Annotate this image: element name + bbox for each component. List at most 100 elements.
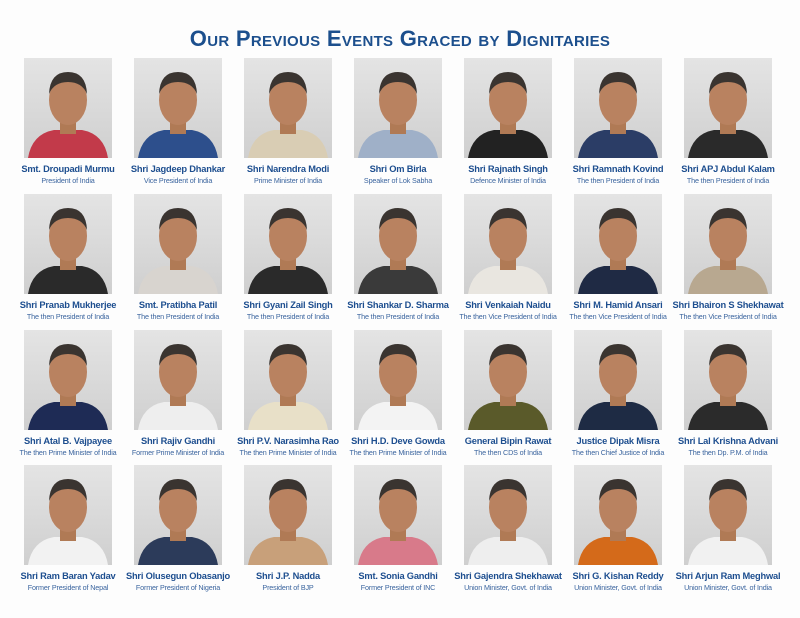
portrait-photo xyxy=(244,465,332,565)
dignitary-role: Former President of Nigeria xyxy=(135,583,221,592)
portrait-photo xyxy=(134,194,222,294)
dignitary-card: Shri H.D. Deve Gowda The then Prime Mini… xyxy=(343,330,453,465)
dignitary-role: The then Vice President of India xyxy=(569,312,667,321)
portrait-photo xyxy=(464,330,552,430)
dignitary-name: Smt. Pratibha Patil xyxy=(138,300,218,310)
dignitary-card: Shri Pranab Mukherjee The then President… xyxy=(13,194,123,330)
dignitary-card: Shri Shankar D. Sharma The then Presiden… xyxy=(343,194,453,330)
portrait-photo xyxy=(684,58,772,158)
dignitary-card: Shri Venkaiah Naidu The then Vice Presid… xyxy=(453,194,563,330)
portrait-photo xyxy=(684,330,772,430)
dignitary-card: Shri Arjun Ram Meghwal Union Minister, G… xyxy=(673,465,783,600)
dignitary-card: Shri Rajiv Gandhi Former Prime Minister … xyxy=(123,330,233,465)
dignitary-card: Shri Om Birla Speaker of Lok Sabha xyxy=(343,58,453,194)
dignitary-name: Shri Narendra Modi xyxy=(246,164,330,174)
dignitary-card: Shri Gajendra Shekhawat Union Minister, … xyxy=(453,465,563,600)
dignitary-name: Shri Rajnath Singh xyxy=(468,164,548,174)
dignitary-name: Shri P.V. Narasimha Rao xyxy=(237,436,339,446)
dignitary-name: Shri M. Hamid Ansari xyxy=(573,300,663,310)
portrait-photo xyxy=(464,465,552,565)
dignitary-card: Shri APJ Abdul Kalam The then President … xyxy=(673,58,783,194)
dignitary-role: The then Prime Minister of India xyxy=(349,448,447,457)
dignitary-name: Shri Jagdeep Dhankar xyxy=(130,164,226,174)
dignitary-role: Union Minister, Govt. of India xyxy=(684,583,772,592)
dignitary-role: President of BJP xyxy=(262,583,314,592)
portrait-photo xyxy=(134,58,222,158)
portrait-photo xyxy=(244,330,332,430)
page-title: Our Previous Events Graced by Dignitarie… xyxy=(189,26,611,51)
dignitary-role: Prime Minister of India xyxy=(253,176,323,185)
portrait-photo xyxy=(574,330,662,430)
portrait-photo xyxy=(684,194,772,294)
dignitary-name: Shri Lal Krishna Advani xyxy=(678,436,778,446)
portrait-photo xyxy=(684,465,772,565)
portrait-photo xyxy=(24,58,112,158)
dignitary-role: The then President of India xyxy=(356,312,440,321)
dignitary-role: The then President of India xyxy=(26,312,110,321)
portrait-photo xyxy=(574,194,662,294)
portrait-photo xyxy=(134,465,222,565)
dignitary-name: Shri J.P. Nadda xyxy=(256,571,320,581)
portrait-photo xyxy=(24,465,112,565)
portrait-photo xyxy=(574,58,662,158)
dignitary-card: Shri Jagdeep Dhankar Vice President of I… xyxy=(123,58,233,194)
dignitary-name: Shri Venkaiah Naidu xyxy=(465,300,551,310)
dignitary-card: Justice Dipak Misra The then Chief Justi… xyxy=(563,330,673,465)
portrait-photo xyxy=(354,194,442,294)
dignitary-role: President of India xyxy=(41,176,95,185)
dignitary-card: Shri M. Hamid Ansari The then Vice Presi… xyxy=(563,194,673,330)
portrait-photo xyxy=(244,194,332,294)
dignitary-role: Union Minister, Govt. of India xyxy=(574,583,662,592)
dignitary-card: Shri Narendra Modi Prime Minister of Ind… xyxy=(233,58,343,194)
portrait-photo xyxy=(354,58,442,158)
dignitary-name: Justice Dipak Misra xyxy=(576,436,660,446)
dignitary-role: Union Minister, Govt. of India xyxy=(464,583,552,592)
portrait-photo xyxy=(574,465,662,565)
dignitary-card: Shri G. Kishan Reddy Union Minister, Gov… xyxy=(563,465,673,600)
dignitary-name: Shri G. Kishan Reddy xyxy=(572,571,664,581)
portrait-photo xyxy=(464,58,552,158)
dignitary-card: Shri Ramnath Kovind The then President o… xyxy=(563,58,673,194)
dignitary-role: Former Prime Minister of India xyxy=(131,448,225,457)
dignitary-name: Shri Pranab Mukherjee xyxy=(19,300,117,310)
dignitary-role: Vice President of India xyxy=(143,176,213,185)
dignitary-role: The then President of India xyxy=(246,312,330,321)
dignitary-role: Former President of Nepal xyxy=(27,583,109,592)
dignitary-name: Shri APJ Abdul Kalam xyxy=(681,164,775,174)
dignitary-card: Smt. Pratibha Patil The then President o… xyxy=(123,194,233,330)
dignitary-card: Shri Atal B. Vajpayee The then Prime Min… xyxy=(13,330,123,465)
portrait-photo xyxy=(464,194,552,294)
dignitary-card: General Bipin Rawat The then CDS of Indi… xyxy=(453,330,563,465)
dignitary-name: Shri Ram Baran Yadav xyxy=(20,571,116,581)
portrait-photo xyxy=(354,465,442,565)
dignitary-role: The then Vice President of India xyxy=(679,312,777,321)
dignitary-card: Shri J.P. Nadda President of BJP xyxy=(233,465,343,600)
portrait-photo xyxy=(24,194,112,294)
dignitary-name: Shri Atal B. Vajpayee xyxy=(24,436,112,446)
dignitary-role: The then CDS of India xyxy=(474,448,542,457)
dignitary-role: The then Prime Minister of India xyxy=(19,448,117,457)
dignitary-name: Shri Gyani Zail Singh xyxy=(243,300,333,310)
dignitary-name: Shri Om Birla xyxy=(369,164,427,174)
dignitary-name: Shri Gajendra Shekhawat xyxy=(454,571,562,581)
dignitary-card: Smt. Sonia Gandhi Former President of IN… xyxy=(343,465,453,600)
dignitary-role: The then Vice President of India xyxy=(459,312,557,321)
dignitary-role: The then Dp. P.M. of India xyxy=(688,448,768,457)
dignitary-role: The then Chief Justice of India xyxy=(571,448,665,457)
dignitary-card: Shri Ram Baran Yadav Former President of… xyxy=(13,465,123,600)
dignitary-name: Shri Bhairon S Shekhawat xyxy=(672,300,784,310)
portrait-photo xyxy=(244,58,332,158)
dignitary-card: Shri P.V. Narasimha Rao The then Prime M… xyxy=(233,330,343,465)
dignitary-role: The then Prime Minister of India xyxy=(239,448,337,457)
dignitary-role: The then President of India xyxy=(576,176,660,185)
portrait-photo xyxy=(354,330,442,430)
dignitary-name: Shri Rajiv Gandhi xyxy=(140,436,216,446)
dignitary-role: Former President of INC xyxy=(360,583,436,592)
dignitary-role: Speaker of Lok Sabha xyxy=(363,176,433,185)
dignitary-role: Defence Minister of India xyxy=(470,176,546,185)
dignitary-name: Smt. Droupadi Murmu xyxy=(21,164,115,174)
dignitary-name: Shri Arjun Ram Meghwal xyxy=(675,571,781,581)
dignitary-grid: Smt. Droupadi Murmu President of India S… xyxy=(13,58,784,600)
dignitary-name: General Bipin Rawat xyxy=(464,436,552,446)
dignitary-name: Shri H.D. Deve Gowda xyxy=(351,436,445,446)
